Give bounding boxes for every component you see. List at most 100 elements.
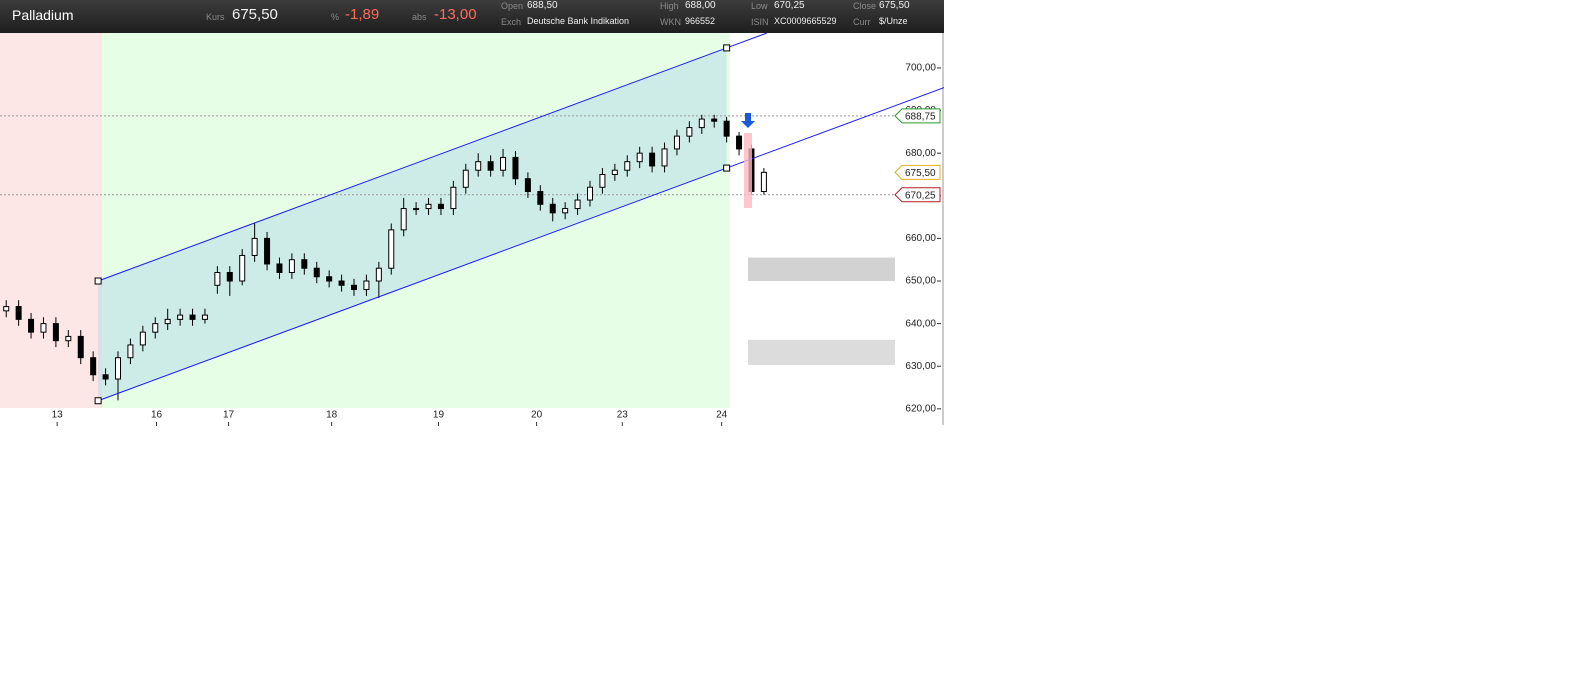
- channel-line: [97, 167, 727, 402]
- session-bg: [0, 33, 102, 408]
- value: Deutsche Bank Indikation: [527, 16, 630, 26]
- candle-body: [524, 178, 531, 193]
- candle-body: [537, 191, 544, 205]
- channel-extension: [726, 87, 944, 169]
- zone: [748, 339, 895, 365]
- candle-body: [487, 161, 494, 171]
- channel-handle: [723, 164, 731, 172]
- instrument-name: Palladium: [12, 7, 74, 23]
- channel-handle: [94, 277, 102, 285]
- x-tick-label: 13: [52, 410, 64, 421]
- candle-body: [28, 318, 35, 333]
- candle-body: [760, 171, 767, 193]
- candle-body: [673, 135, 680, 150]
- label: Low: [751, 1, 768, 11]
- candle-body: [3, 306, 10, 312]
- price: 675,50: [232, 6, 278, 23]
- channel-handle: [723, 44, 731, 52]
- plot: [0, 32, 944, 405]
- signal-arrow: [741, 113, 755, 128]
- level-tag: [894, 164, 941, 180]
- candle-body: [587, 186, 593, 201]
- y-tick-label: 680,00: [905, 148, 936, 159]
- y-tick-label: 660,00: [905, 233, 936, 244]
- value: 688,50: [527, 0, 558, 11]
- candle-body: [363, 280, 370, 291]
- label: Kurs: [206, 12, 225, 22]
- label: Curr: [853, 17, 871, 27]
- candle-body: [549, 203, 556, 214]
- chart: 620,00630,00640,00650,00660,00670,00680,…: [0, 32, 944, 426]
- value: 670,25: [774, 0, 805, 11]
- x-tick-label: 17: [223, 410, 235, 421]
- candle-body: [152, 323, 159, 333]
- value: $/Unze: [879, 16, 908, 26]
- label: Open: [501, 1, 524, 11]
- y-tick-label: 650,00: [905, 276, 936, 287]
- label: ISIN: [751, 17, 769, 27]
- label: %: [331, 12, 340, 22]
- y-tick-label: 640,00: [905, 318, 936, 329]
- candle-body: [574, 199, 581, 210]
- zone: [748, 257, 895, 282]
- y-tick-label: 620,00: [905, 403, 936, 414]
- candle-body: [624, 161, 631, 171]
- candle-body: [462, 169, 469, 188]
- y-tick-label: 700,00: [905, 63, 936, 74]
- candle-body: [90, 357, 97, 376]
- candle-body: [437, 203, 444, 210]
- candle-body: [425, 203, 432, 210]
- candle-body: [164, 318, 171, 325]
- change-pct: -1,89: [345, 6, 380, 23]
- candle-body: [313, 267, 320, 278]
- candle-body: [276, 263, 283, 273]
- x-tick-label: 18: [326, 410, 338, 421]
- candle-body: [15, 306, 22, 320]
- candle-body: [40, 323, 47, 333]
- candle-body: [723, 120, 730, 137]
- candle-body: [127, 344, 134, 359]
- x-tick-label: 20: [531, 410, 543, 421]
- candle-body: [301, 259, 308, 269]
- candle-body: [661, 148, 668, 167]
- x-tick-label: 23: [617, 410, 629, 421]
- candle-body: [400, 208, 407, 231]
- candle-body: [201, 314, 208, 320]
- x-tick-label: 24: [716, 410, 728, 421]
- candle-body: [388, 229, 395, 269]
- level-tag: [894, 187, 941, 203]
- candle-body: [475, 161, 482, 171]
- candle-body: [326, 276, 333, 282]
- candle-body: [636, 152, 643, 163]
- candle-body: [226, 271, 233, 282]
- change-abs: -13,00: [434, 6, 477, 23]
- candle-body: [375, 267, 382, 282]
- candle-body: [686, 127, 693, 137]
- candle-body: [115, 357, 121, 380]
- value: 675,50: [879, 0, 910, 11]
- x-tick-label: 16: [151, 410, 163, 421]
- candle-body: [450, 186, 457, 210]
- candle-body: [214, 271, 221, 286]
- candle-body: [139, 331, 146, 346]
- candle-body: [288, 259, 295, 273]
- candle-body: [736, 135, 743, 150]
- candle-body: [711, 118, 718, 122]
- level-tag: [894, 108, 941, 124]
- label: Exch: [501, 17, 522, 27]
- value: XC0009665529: [774, 16, 837, 26]
- channel-handle: [94, 397, 102, 405]
- candle-body: [65, 335, 72, 342]
- label: WKN: [660, 17, 681, 27]
- channel-extension: [726, 32, 768, 49]
- candle-body: [611, 169, 618, 175]
- quote-header: Palladium Kurs 675,50 % -1,89 abs -13,00…: [0, 0, 944, 33]
- level-label: 670,25: [905, 190, 936, 201]
- candle-body: [189, 314, 196, 320]
- label: Close: [853, 1, 877, 11]
- candle-body: [351, 284, 357, 291]
- candle-body: [512, 156, 519, 180]
- signal-bar: [744, 133, 752, 208]
- candle-body: [698, 118, 705, 129]
